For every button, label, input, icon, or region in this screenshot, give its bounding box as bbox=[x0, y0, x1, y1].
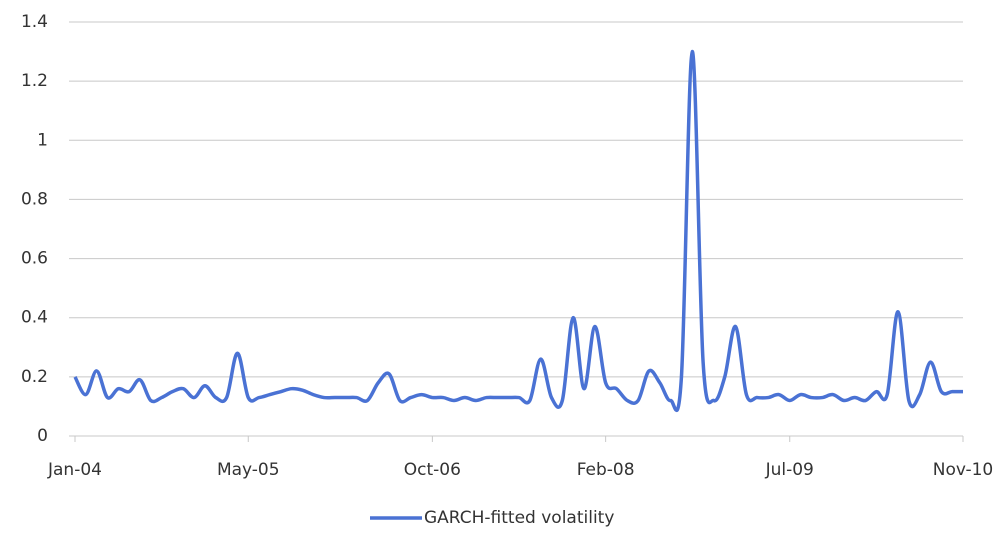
y-tick-label: 1 bbox=[37, 130, 48, 150]
y-tick-label: 0.6 bbox=[21, 249, 48, 269]
y-tick-label: 0.4 bbox=[21, 308, 48, 328]
x-tick-label: May-05 bbox=[217, 460, 280, 480]
x-tick-label: Feb-08 bbox=[577, 460, 635, 480]
x-tick-label: Jul-09 bbox=[765, 460, 814, 480]
x-tick-label: Jan-04 bbox=[47, 460, 102, 480]
legend-label: GARCH-fitted volatility bbox=[424, 508, 614, 528]
y-tick-label: 1.4 bbox=[21, 12, 48, 32]
y-tick-label: 0 bbox=[37, 426, 48, 446]
x-tick-label: Oct-06 bbox=[404, 460, 461, 480]
y-tick-label: 0.8 bbox=[21, 189, 48, 209]
y-tick-label: 1.2 bbox=[21, 71, 48, 91]
y-tick-label: 0.2 bbox=[21, 367, 48, 387]
series-line bbox=[73, 49, 963, 412]
x-tick-label: Nov-10 bbox=[933, 460, 994, 480]
